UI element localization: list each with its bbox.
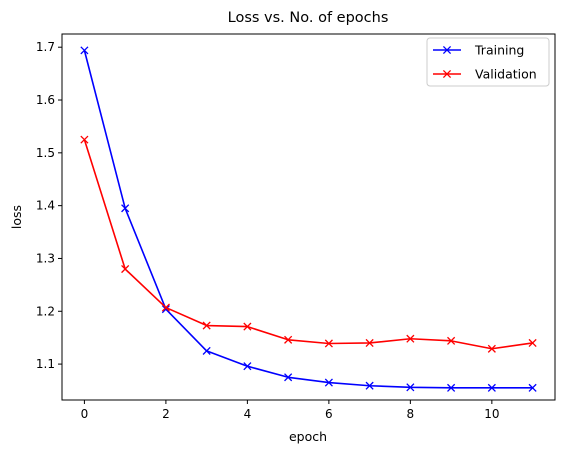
y-tick-label: 1.2	[36, 304, 55, 318]
data-point-validation	[80, 135, 89, 144]
chart-title: Loss vs. No. of epochs	[228, 10, 389, 26]
x-tick-label: 2	[162, 407, 170, 421]
series-layer	[80, 46, 537, 392]
data-point-training	[528, 383, 537, 392]
legend-marker-training	[442, 45, 452, 55]
series-training	[80, 46, 537, 392]
y-tick-label: 1.7	[36, 40, 55, 54]
y-tick-label: 1.1	[36, 357, 55, 371]
series-line-validation	[83, 139, 533, 350]
data-point-training	[284, 373, 293, 382]
data-point-validation	[406, 334, 415, 343]
legend: Training Validation	[426, 37, 550, 87]
data-point-validation	[528, 338, 537, 348]
y-tick-label: 1.6	[36, 93, 55, 107]
data-point-training	[365, 381, 374, 390]
data-point-training	[487, 383, 496, 392]
data-point-validation	[202, 321, 211, 330]
data-point-validation	[121, 264, 130, 274]
data-point-training	[161, 305, 170, 314]
data-point-training	[324, 378, 333, 387]
y-tick-label: 1.4	[36, 199, 55, 213]
data-point-validation	[447, 336, 456, 345]
data-point-validation	[324, 339, 333, 348]
y-tick-label: 1.3	[36, 251, 55, 265]
x-axis: 0 2 4 6 8 10	[81, 400, 499, 421]
data-point-training	[406, 383, 415, 392]
legend-label-validation: Validation	[475, 67, 537, 82]
y-axis: 1.1 1.2 1.3 1.4 1.5 1.6 1.7	[36, 40, 62, 371]
y-tick-label: 1.5	[36, 146, 55, 160]
data-point-validation	[487, 344, 496, 353]
series-validation	[80, 135, 537, 353]
x-tick-label: 4	[244, 407, 252, 421]
data-point-training	[202, 346, 211, 355]
data-point-validation	[284, 335, 293, 344]
plot-frame	[61, 33, 556, 401]
data-point-training	[243, 362, 252, 371]
data-point-training	[447, 383, 456, 392]
legend-marker-validation	[442, 69, 452, 79]
legend-item-validation: Validation	[433, 67, 537, 82]
data-point-training	[80, 46, 89, 55]
x-tick-label: 0	[81, 407, 89, 421]
series-line-training	[83, 50, 533, 389]
data-point-validation	[161, 303, 170, 312]
data-point-training	[121, 204, 130, 213]
data-point-validation	[243, 322, 252, 331]
x-axis-label: epoch	[289, 429, 327, 444]
legend-item-training: Training	[433, 43, 524, 58]
x-tick-label: 8	[407, 407, 415, 421]
y-axis-label: loss	[9, 205, 24, 229]
data-point-validation	[365, 338, 374, 348]
x-tick-label: 10	[484, 407, 499, 421]
legend-label-training: Training	[474, 43, 524, 58]
x-tick-label: 6	[325, 407, 333, 421]
